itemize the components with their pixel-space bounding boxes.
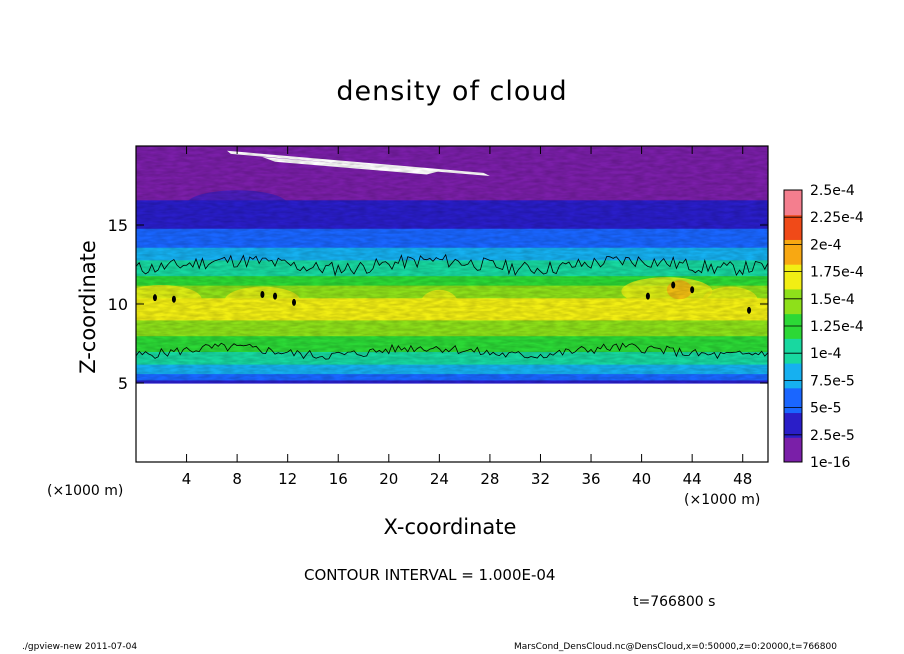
chart-title: density of cloud — [336, 76, 568, 107]
colorbar-swatch — [784, 264, 802, 290]
x-tick-label: 48 — [733, 470, 752, 488]
x-tick-label: 36 — [581, 470, 600, 488]
y-tick-label: 15 — [108, 216, 128, 235]
contour-spot — [690, 286, 695, 294]
colorbar-label: 2.5e-4 — [810, 183, 855, 199]
x-tick-label: 40 — [632, 470, 651, 488]
colorbar-swatch — [784, 214, 802, 240]
contour-spot — [171, 295, 176, 303]
colorbar-swatch — [784, 338, 802, 364]
contour-spot — [645, 292, 650, 300]
x-axis-ticks: 4 8 12 16 20 24 28 32 36 40 44 48 — [182, 146, 752, 488]
x-tick-label: 20 — [379, 470, 398, 488]
colorbar-label: 1.5e-4 — [810, 292, 855, 308]
colorbar-label: 1e-4 — [810, 346, 842, 362]
density-field — [136, 146, 768, 384]
colorbar-swatch — [784, 239, 802, 265]
x-tick-label: 16 — [329, 470, 348, 488]
x-tick-label: 4 — [182, 470, 192, 488]
x-tick-label: 12 — [278, 470, 297, 488]
colorbar-swatch — [784, 363, 802, 389]
colorbar-swatch — [784, 288, 802, 315]
colorbar-swatch — [784, 437, 802, 463]
colorbar-label: 2.5e-5 — [810, 428, 855, 444]
contour-spot — [292, 298, 296, 306]
x-tick-label: 8 — [232, 470, 242, 488]
contour-line-upper — [136, 253, 768, 277]
contour-spot — [260, 291, 265, 299]
contour-spot — [152, 294, 157, 302]
y-tick-label: 5 — [118, 374, 128, 393]
contour-line-lower — [136, 342, 768, 360]
colorbar-label: 5e-5 — [810, 401, 841, 417]
x-unit-label-right: (×1000 m) — [684, 492, 761, 508]
y-tick-label: 10 — [108, 295, 128, 314]
x-unit-label-left: (×1000 m) — [47, 483, 124, 499]
colorbar-label: 2e-4 — [810, 237, 842, 253]
y-axis-ticks: 5 10 15 — [108, 216, 768, 393]
footer-right: MarsCond_DensCloud.nc@DensCloud,x=0:5000… — [514, 642, 837, 652]
y-axis-label: Z-coordinate — [76, 240, 100, 374]
footer-left: ./gpview-new 2011-07-04 — [22, 642, 138, 652]
contour-lines — [136, 253, 768, 360]
colorbar-label: 2.25e-4 — [810, 210, 864, 226]
x-axis-label: X-coordinate — [383, 515, 517, 539]
colorbar-swatch — [784, 412, 802, 438]
colorbar: 1e-16 2.5e-5 5e-5 7.5e-5 1e-4 1.25e-4 1.5e-4 1.… — [783, 183, 864, 471]
colorbar-label: 1.25e-4 — [810, 319, 864, 335]
time-stamp: t=766800 s — [633, 594, 716, 610]
contour-spot — [273, 292, 278, 300]
colorbar-swatch — [784, 387, 802, 414]
x-tick-label: 32 — [531, 470, 550, 488]
x-tick-label: 24 — [430, 470, 449, 488]
colorbar-label: 1e-16 — [810, 455, 850, 471]
colorbar-label: 1.75e-4 — [810, 265, 864, 281]
x-tick-label: 28 — [480, 470, 499, 488]
colorbar-label: 7.5e-5 — [810, 373, 855, 389]
field-texture — [136, 146, 768, 383]
contour-spot — [747, 306, 752, 314]
contour-interval-text: CONTOUR INTERVAL = 1.000E-04 — [304, 566, 556, 584]
x-tick-label: 44 — [683, 470, 702, 488]
contour-spot — [671, 281, 676, 289]
colorbar-swatch — [784, 190, 802, 216]
